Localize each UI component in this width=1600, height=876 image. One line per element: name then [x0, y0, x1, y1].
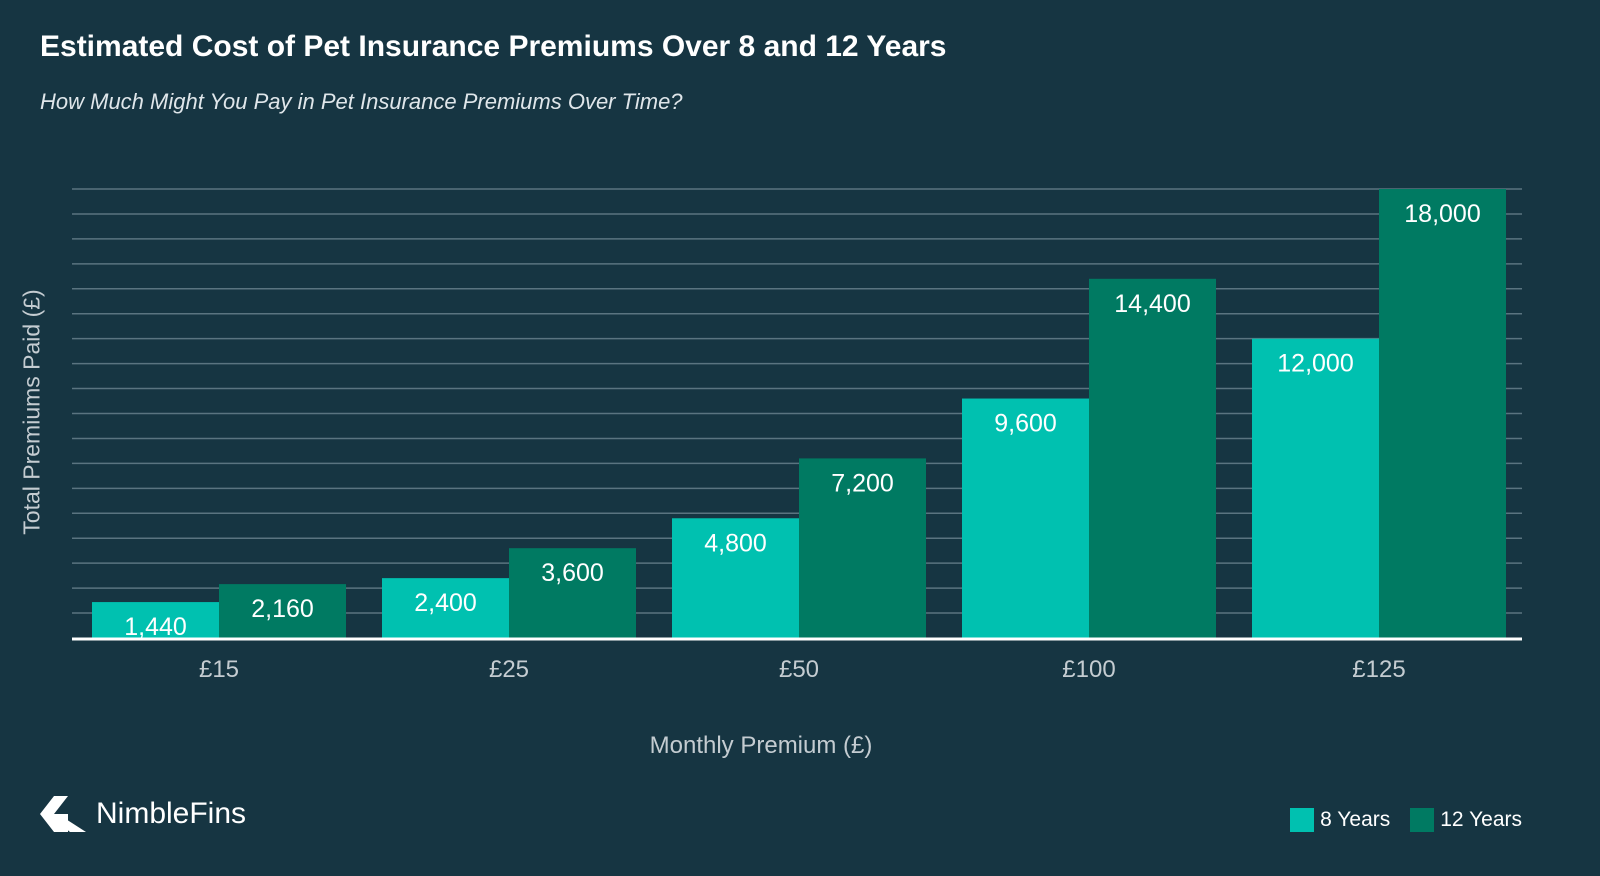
legend-label-12-years: 12 Years: [1440, 808, 1522, 831]
chart-title: Estimated Cost of Pet Insurance Premiums…: [40, 30, 947, 63]
x-tick-label: £25: [489, 656, 529, 683]
x-tick-label: £50: [779, 656, 819, 683]
data-label: 4,800: [704, 529, 767, 557]
data-label: 2,160: [251, 595, 314, 623]
x-tick-label: £125: [1352, 656, 1405, 683]
data-labels: 1,440 2,160 2,400 3,600 4,800 7,200 9,600 14,40…: [124, 200, 1481, 641]
x-axis-label: Monthly Premium (£): [649, 732, 873, 759]
data-label: 2,400: [414, 589, 477, 617]
brand-name: NimbleFins: [96, 797, 247, 830]
bar-12-years-4: [1089, 278, 1216, 638]
chart-subtitle: How Much Might You Pay in Pet Insurance …: [40, 89, 683, 114]
bar-8-years-5: [1252, 338, 1379, 638]
y-axis-label: Total Premiums Paid (£): [18, 289, 45, 535]
legend: 8 Years 12 Years: [1290, 808, 1522, 832]
data-label: 9,600: [994, 410, 1057, 438]
bar-8-years-4: [962, 398, 1089, 638]
brand-logo: NimbleFins: [40, 796, 246, 832]
data-label: 12,000: [1277, 350, 1353, 378]
bar-12-years-5: [1379, 189, 1506, 638]
bar-8-years-1: [92, 602, 219, 638]
data-label: 1,440: [124, 613, 187, 641]
data-label: 7,200: [831, 469, 894, 497]
x-tick-label: £100: [1062, 656, 1115, 683]
legend-item-12-years: 12 Years: [1410, 808, 1522, 832]
legend-swatch-8-years: [1290, 808, 1315, 832]
bar-8-years-2: [382, 578, 509, 638]
bars: [92, 189, 1506, 638]
bar-8-years-3: [672, 518, 799, 638]
data-label: 14,400: [1114, 290, 1190, 318]
bar-12-years-2: [509, 548, 636, 638]
legend-swatch-12-years: [1410, 808, 1435, 832]
legend-item-8-years: 8 Years: [1290, 808, 1390, 832]
x-tick-label: £15: [199, 656, 239, 683]
bar-12-years-1: [219, 584, 346, 638]
x-tick-labels: £15 £25 £50 £100 £125: [199, 656, 1406, 683]
data-label: 3,600: [541, 559, 604, 587]
nimblefins-arrow-icon: [40, 796, 86, 832]
legend-label-8-years: 8 Years: [1320, 808, 1391, 831]
data-label: 18,000: [1404, 200, 1480, 228]
bar-12-years-3: [799, 458, 926, 638]
